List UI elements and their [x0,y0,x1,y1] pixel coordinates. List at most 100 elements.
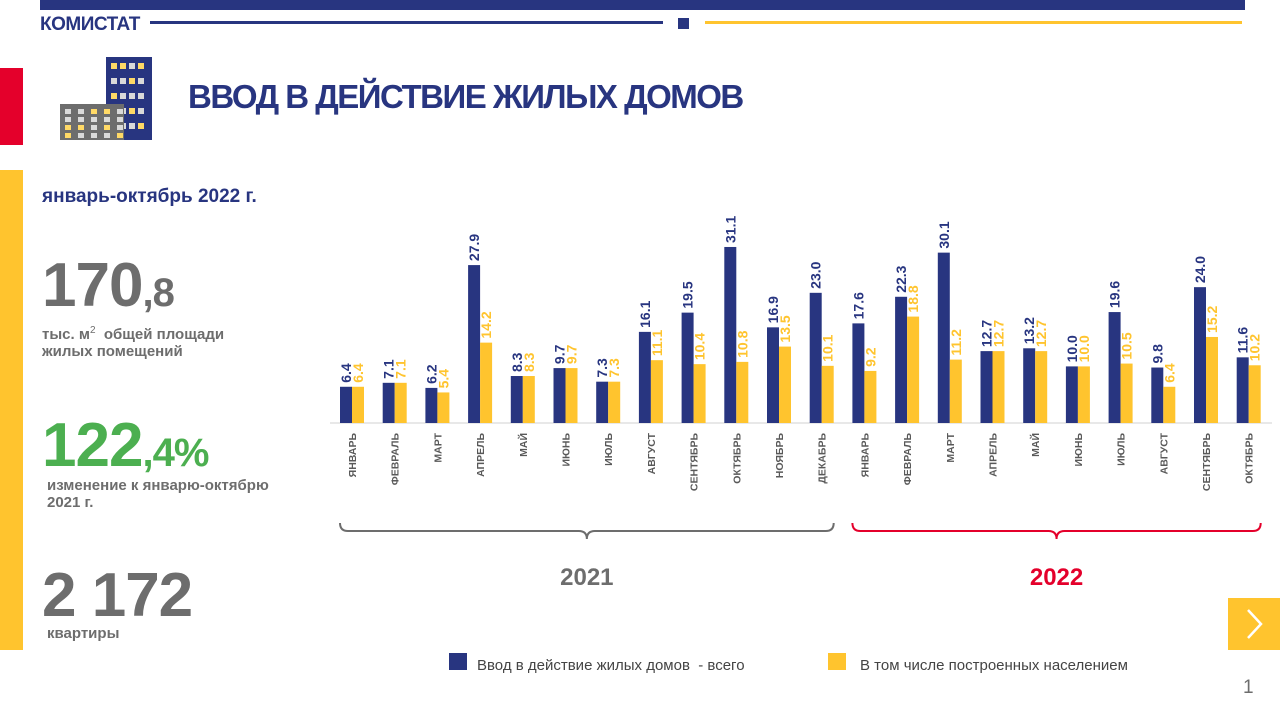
category-label: ФЕВРАЛЬ [902,433,914,486]
bar-population [736,361,749,423]
bar-total [724,246,737,423]
data-label: 23.0 [808,261,824,288]
data-label: 17.6 [850,292,866,319]
year-bracket-2021 [339,522,835,540]
data-label: 8.3 [509,352,525,372]
data-label: 7.1 [381,359,397,379]
bar-total [340,386,352,423]
data-label: 19.5 [680,281,696,308]
header-square [678,18,689,29]
data-label: 16.9 [765,296,781,323]
bar-population [907,316,920,423]
data-label: 30.1 [936,221,952,248]
data-label: 11.1 [649,329,665,356]
area-caption: тыс. м2 общей площади жилых помещений [42,322,224,360]
bar-total [468,265,481,423]
bar-population [992,351,1005,423]
bar-population [1206,336,1218,423]
area-unit-sup: 2 [89,325,96,336]
bar-population [1077,366,1090,423]
data-label: 12.7 [991,320,1007,347]
bar-total [1151,367,1164,423]
data-label: 10.0 [1076,335,1092,362]
data-label: 6.4 [350,363,366,383]
top-bar [40,0,1245,10]
data-label: 7.1 [393,359,409,379]
bar-population [693,364,706,423]
building-icon [60,57,152,140]
period-label: январь-октябрь 2022 г. [42,186,257,207]
flats-caption: квартиры [47,625,120,642]
data-label: 11.6 [1235,327,1251,354]
data-label: 19.6 [1107,281,1123,308]
legend-label-population: В том числе построенных населением [860,657,1128,674]
data-label: 15.2 [1204,306,1220,333]
bar-total [937,252,950,423]
category-label: ЯНВАРЬ [347,433,359,478]
bar-total [809,292,822,423]
area-int: 170 [42,251,143,320]
data-label: 16.1 [637,300,653,327]
data-label: 6.4 [1161,363,1177,383]
area-frac: ,8 [142,271,174,315]
bar-total [895,296,908,423]
category-label: ФЕВРАЛЬ [390,433,402,486]
bar-total [1236,357,1249,423]
bar-population [650,360,663,423]
category-label: ОКТЯБРЬ [1244,433,1256,484]
flats-value: 2 172 [42,561,193,630]
data-label: 10.2 [1247,334,1263,361]
bar-total [1194,287,1206,423]
data-label: 8.3 [521,352,537,372]
percent-value: 122,4% [42,410,209,481]
category-label: ЯНВАРЬ [859,433,871,478]
bar-population [949,359,962,423]
next-slide-button[interactable] [1228,598,1280,650]
category-label: ИЮЛЬ [603,433,615,466]
bar-population [821,365,834,423]
bar-population [565,368,578,423]
data-label: 11.2 [948,329,964,356]
bar-total [596,381,609,423]
data-label: 12.7 [1033,320,1049,347]
bar-total [638,331,651,423]
category-label: МАЙ [517,433,530,457]
bar-population [352,386,364,423]
category-label: МАРТ [432,432,444,462]
pct-int: 122 [42,411,143,480]
chevron-right-icon [1247,609,1263,639]
data-label: 6.2 [423,364,439,384]
area-unit: тыс. м [42,326,90,343]
bar-total [1065,366,1078,423]
data-label: 13.5 [777,315,793,342]
data-label: 9.2 [862,347,878,367]
page-title: ВВОД В ДЕЙСТВИЕ ЖИЛЫХ ДОМОВ [188,78,744,115]
bar-population [1248,365,1261,423]
accent-bar-yellow [0,170,23,650]
bar-population [864,370,877,423]
bar-population [437,392,450,423]
data-label: 10.4 [692,333,708,360]
bar-total [852,323,865,423]
category-label: МАРТ [945,432,957,462]
accent-bar-red [0,68,23,145]
category-label: АВГУСТ [646,432,658,474]
category-label: АПРЕЛЬ [475,433,487,477]
area-caption-text-2: жилых помещений [42,343,183,360]
data-label: 9.7 [552,344,568,364]
data-label: 24.0 [1192,256,1208,283]
category-label: ДЕКАБРЬ [817,433,829,484]
pct-caption-2: 2021 г. [47,494,94,511]
data-label: 22.3 [893,265,909,292]
data-label: 31.1 [722,216,738,243]
category-label: ИЮНЬ [561,433,573,467]
bar-population [1035,351,1048,423]
bar-total [382,382,395,423]
category-label: ИЮНЬ [1073,433,1085,467]
pct-frac: ,4% [142,431,209,475]
data-label: 10.5 [1119,332,1135,359]
legend-swatch-total [449,653,467,670]
data-label: 27.9 [466,234,482,261]
area-value: 170,8 [42,250,175,321]
